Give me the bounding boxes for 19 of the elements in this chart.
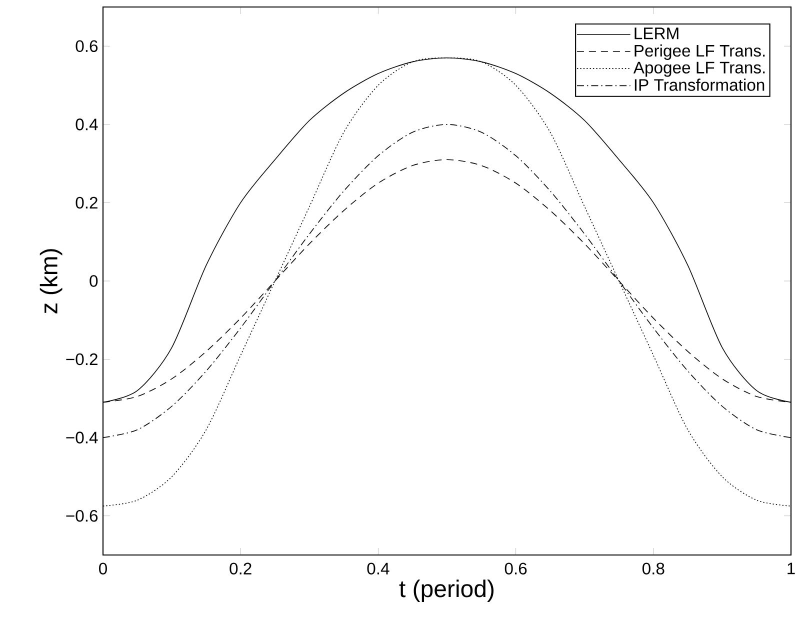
x-tick-label: 0 [99, 562, 107, 574]
legend-label: Apogee LF Trans. [633, 62, 765, 77]
y-tick-label: 0.2 [76, 196, 98, 209]
y-tick-label: −0.6 [66, 510, 98, 522]
x-axis-title: t (period) [399, 580, 494, 602]
x-tick-label: 0.8 [642, 562, 664, 574]
y-axis-title: z (km) [40, 249, 62, 314]
legend-label: IP Transformation [634, 78, 764, 91]
y-tick-label: 0 [90, 275, 98, 287]
legend-label: LERM [634, 28, 678, 40]
x-tick-label: 0.4 [367, 562, 390, 574]
y-tick-label: −0.2 [66, 353, 98, 366]
legend-label: Perigee LF Trans. [634, 44, 765, 60]
x-tick-label: 0.2 [230, 562, 252, 574]
x-tick-label: 0.6 [504, 562, 527, 574]
y-tick-label: 0.4 [76, 118, 98, 130]
y-tick-label: 0.6 [76, 40, 98, 52]
y-tick-label: −0.4 [66, 432, 98, 444]
x-tick-label: 1 [788, 562, 795, 574]
